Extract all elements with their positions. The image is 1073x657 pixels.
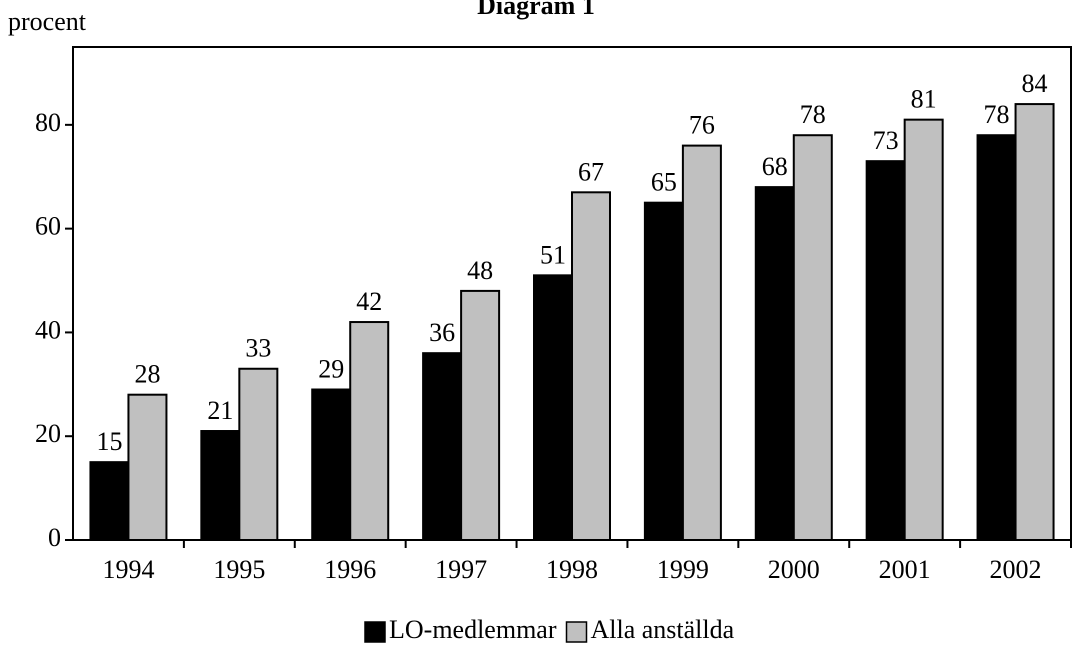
data-label: 15 [96,427,122,456]
data-label: 33 [245,334,271,363]
bar [311,388,352,541]
x-tick-label: 2002 [990,555,1042,584]
x-tick-label: 1999 [657,555,709,584]
bar [422,352,463,542]
bar [238,367,279,541]
x-tick-label: 2000 [768,555,820,584]
bar [571,191,611,541]
data-label: 81 [911,85,937,114]
x-tick-label: 2001 [879,555,931,584]
data-label: 48 [467,256,493,285]
data-label: 36 [429,318,455,347]
chart-title: Diagram 1 [477,0,595,20]
data-label: 76 [689,111,715,140]
bar [533,274,573,541]
y-tick-label: 60 [35,212,61,241]
data-label: 28 [134,360,160,389]
bar [903,118,944,542]
y-axis-label: procent [8,7,87,36]
legend-label: LO-medlemmar [389,615,557,644]
x-tick-label: 1997 [435,555,487,584]
bar [460,289,501,542]
y-tick-label: 80 [35,108,61,137]
x-tick-label: 1996 [324,555,376,584]
y-tick-label: 0 [48,523,61,552]
x-tick-label: 1998 [546,555,598,584]
bar [349,321,390,542]
x-tick-label: 1994 [102,555,154,584]
data-label: 84 [1022,69,1048,98]
bar [976,134,1017,542]
bar [792,134,833,542]
data-label: 65 [651,168,677,197]
legend-swatch [565,621,588,643]
plot-frame [72,46,1072,541]
y-tick-label: 40 [35,315,61,344]
bar [681,144,722,541]
data-label: 67 [578,157,604,186]
data-label: 51 [540,240,566,269]
bar [1014,103,1055,542]
data-label: 68 [762,152,788,181]
bar [754,186,795,541]
bar [865,160,906,541]
data-label: 29 [318,354,344,383]
y-tick-label: 20 [35,419,61,448]
data-label: 21 [207,396,233,425]
data-label: 78 [800,100,826,129]
data-label: 42 [356,287,382,316]
bar [643,201,684,541]
data-label: 78 [984,100,1010,129]
legend-swatch [364,621,386,643]
legend-label: Alla anställda [591,615,735,644]
bar [200,430,241,542]
bar [127,393,168,541]
x-tick-label: 1995 [213,555,265,584]
data-label: 73 [873,126,899,155]
bar [89,461,130,541]
